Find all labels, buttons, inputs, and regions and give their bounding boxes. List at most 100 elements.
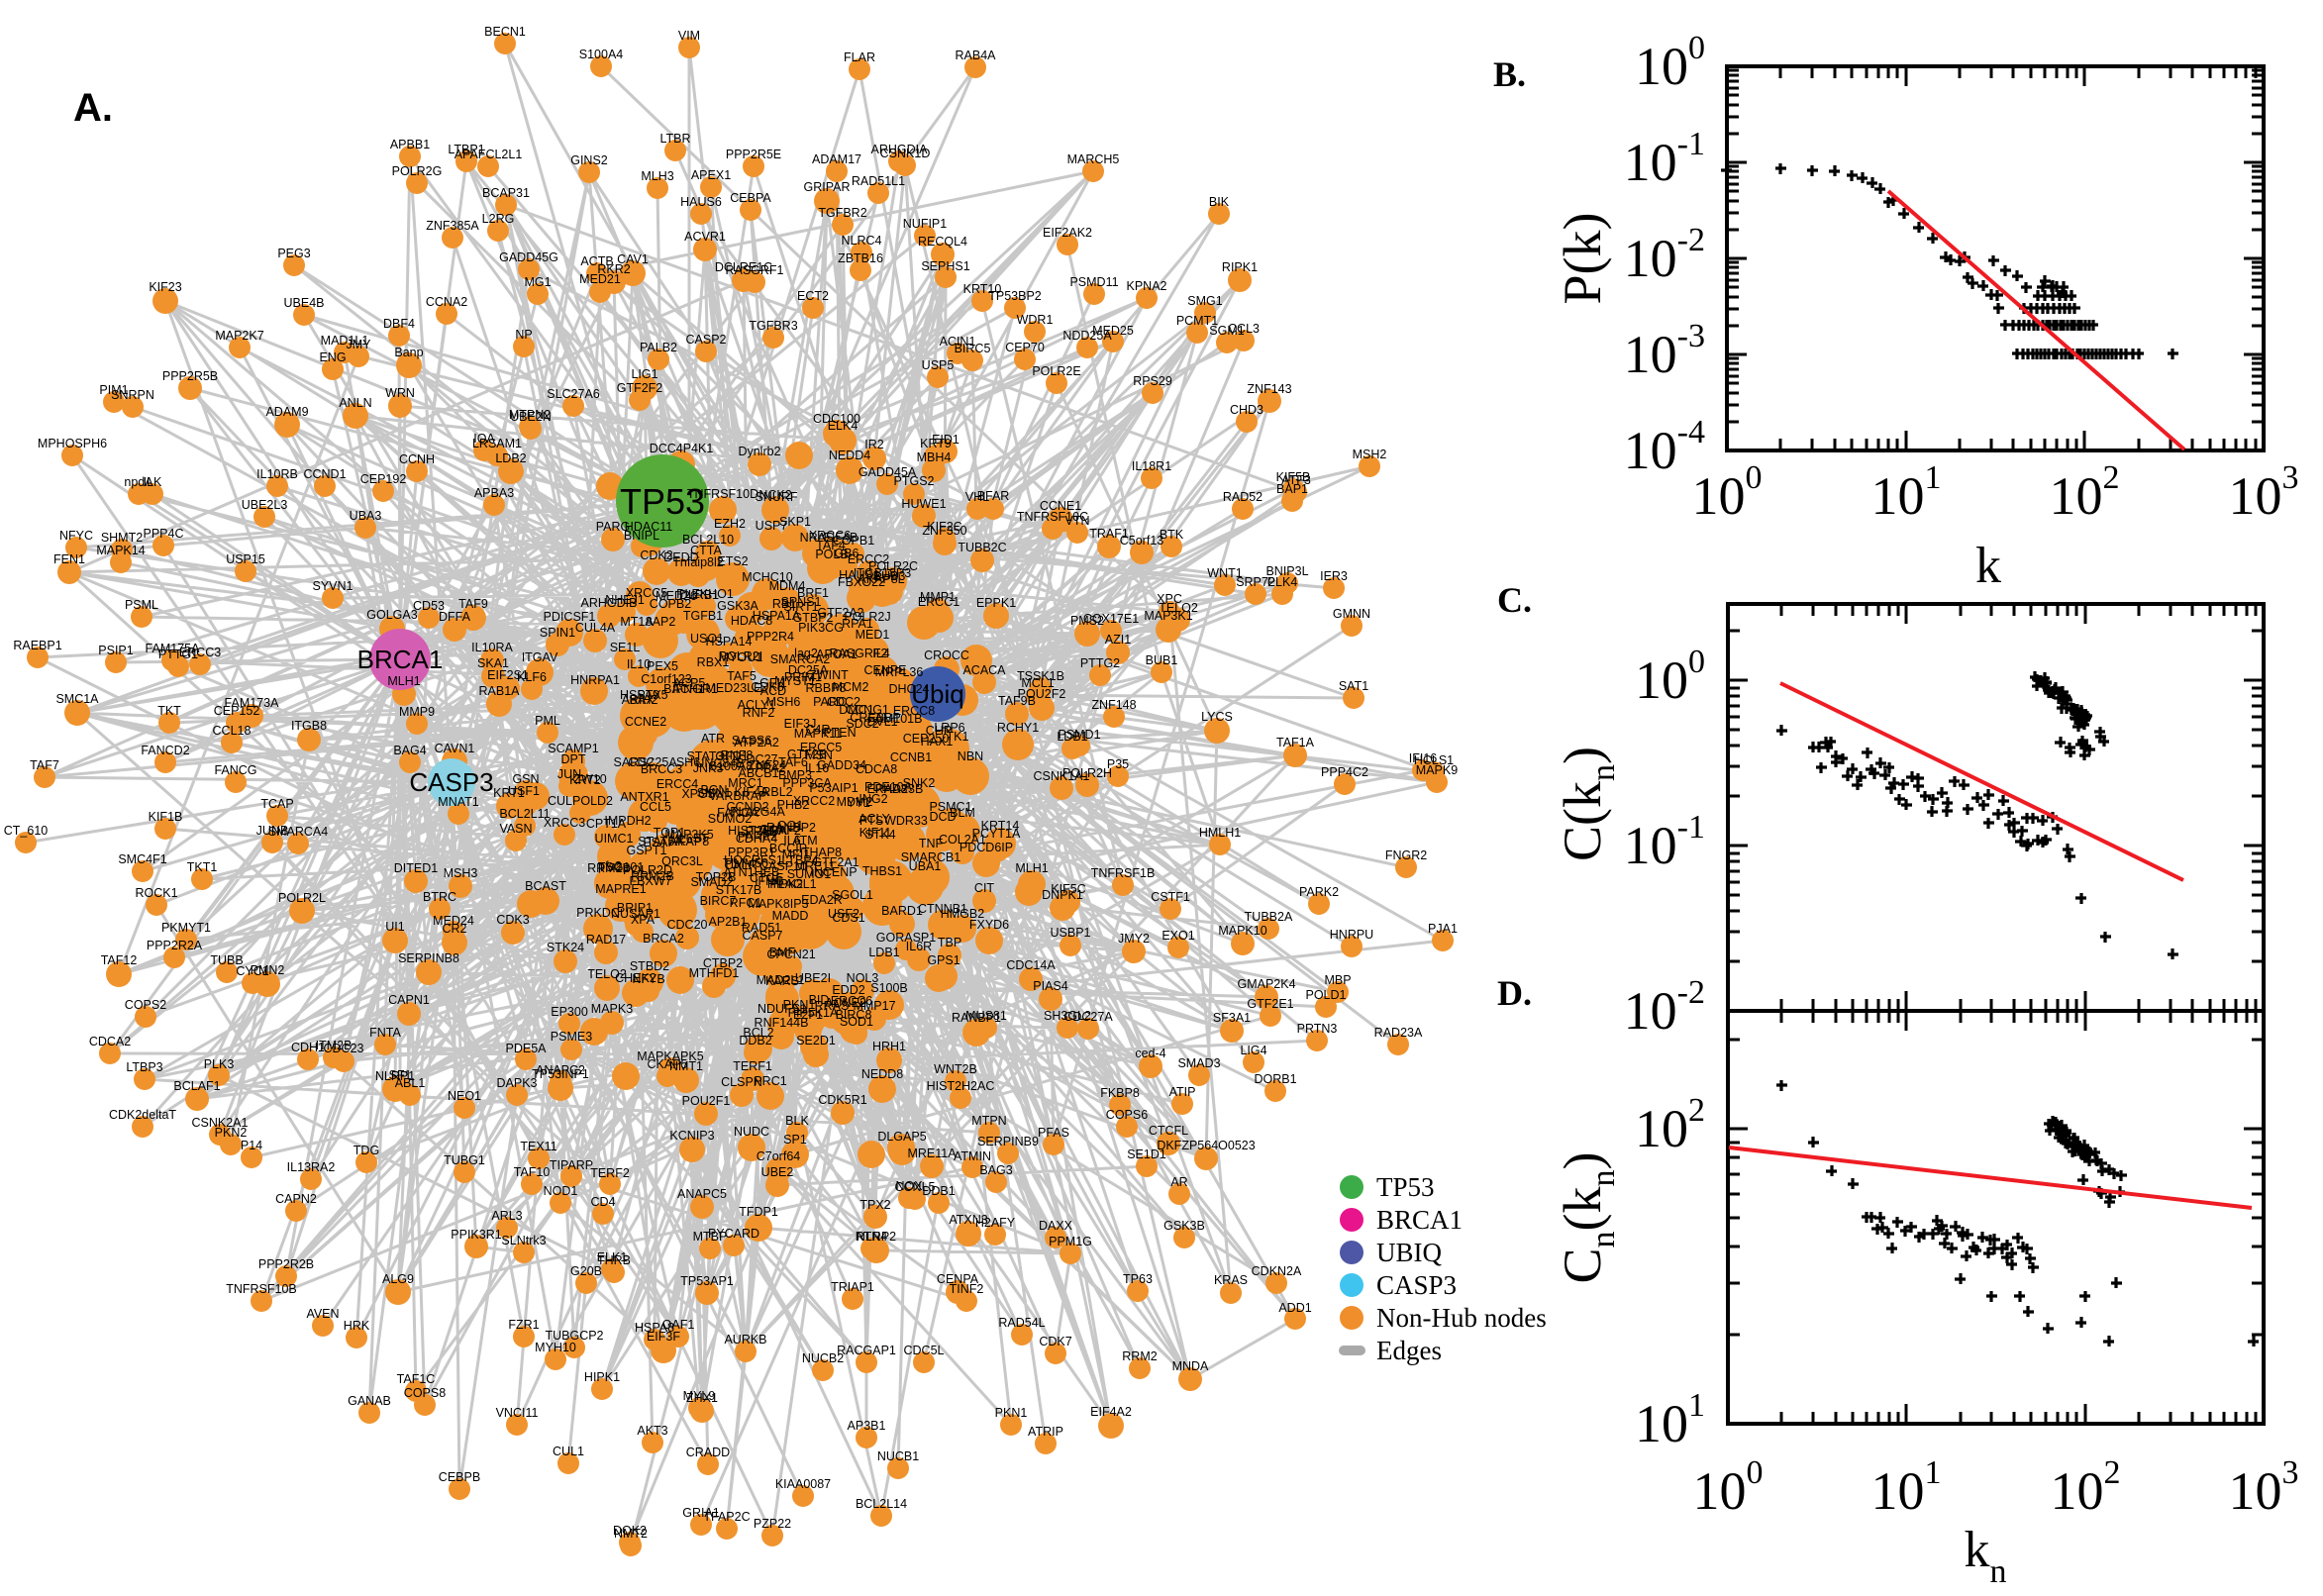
svg-text:RAD23B: RAD23B: [875, 782, 924, 796]
svg-text:UBE2I: UBE2I: [795, 971, 831, 985]
svg-text:SP1: SP1: [783, 1133, 807, 1147]
svg-text:UBE2N: UBE2N: [510, 410, 552, 424]
svg-text:EID1: EID1: [932, 433, 960, 447]
svg-text:RB1: RB1: [772, 597, 796, 611]
svg-text:NFYC: NFYC: [59, 529, 93, 543]
svg-text:HSPA14: HSPA14: [705, 635, 752, 648]
svg-text:CDC25A: CDC25A: [628, 755, 677, 769]
svg-text:NMT1: NMT1: [669, 1059, 703, 1073]
svg-text:KARS: KARS: [765, 974, 799, 988]
svg-text:EIF2AK2: EIF2AK2: [1043, 226, 1092, 240]
svg-text:GORASP1: GORASP1: [876, 931, 936, 945]
svg-text:NDD25A: NDD25A: [1062, 329, 1112, 343]
svg-text:THRB: THRB: [597, 1253, 631, 1267]
svg-text:POLR2G: POLR2G: [392, 164, 443, 178]
svg-text:CD4: CD4: [590, 1195, 615, 1209]
svg-text:UBE2: UBE2: [761, 1165, 794, 1179]
svg-text:STAT3: STAT3: [686, 749, 723, 763]
svg-text:ACD: ACD: [760, 684, 786, 698]
svg-text:IL6R: IL6R: [906, 940, 932, 953]
svg-text:ZBTB16: ZBTB16: [838, 251, 883, 265]
svg-text:CCNE2: CCNE2: [625, 715, 666, 729]
svg-text:FKBP8: FKBP8: [1100, 1086, 1140, 1100]
svg-text:GSN: GSN: [512, 772, 539, 786]
svg-text:BIK: BIK: [1209, 195, 1230, 209]
svg-text:S100A8: S100A8: [709, 759, 754, 773]
svg-text:NEDD4: NEDD4: [829, 449, 870, 462]
svg-text:CREBBP: CREBBP: [850, 711, 900, 725]
svg-text:ZNF148: ZNF148: [1091, 698, 1136, 712]
svg-text:POLR2D: POLR2D: [623, 863, 672, 877]
svg-text:IL6: IL6: [783, 834, 800, 848]
svg-text:DCC4P4K1: DCC4P4K1: [650, 442, 714, 455]
svg-text:ACIN1: ACIN1: [940, 335, 976, 349]
svg-text:KRT14: KRT14: [981, 819, 1020, 833]
svg-text:ACNE2: ACNE2: [825, 996, 866, 1010]
svg-text:SPNS1: SPNS1: [781, 595, 822, 609]
svg-text:PARC: PARC: [813, 695, 847, 709]
svg-text:DNPK1: DNPK1: [1042, 888, 1083, 902]
svg-text:SKP1: SKP1: [779, 515, 811, 529]
svg-text:ILK: ILK: [144, 475, 162, 489]
svg-text:GB6: GB6: [834, 547, 858, 560]
svg-text:ACVR1: ACVR1: [684, 230, 726, 244]
svg-text:ced-4: ced-4: [1135, 1047, 1165, 1060]
svg-text:CKAP5: CKAP5: [648, 1057, 688, 1071]
svg-text:CYC1: CYC1: [236, 964, 268, 978]
svg-text:ATIP: ATIP: [1169, 1085, 1196, 1099]
svg-text:BGN: BGN: [700, 783, 727, 797]
svg-text:MDM2: MDM2: [837, 795, 873, 809]
svg-text:CLSPN: CLSPN: [721, 1075, 762, 1089]
svg-text:TSSK1B: TSSK1B: [1017, 669, 1064, 683]
svg-text:BCCIP: BCCIP: [769, 842, 807, 855]
svg-text:SOD1: SOD1: [840, 1015, 873, 1029]
svg-text:MED1: MED1: [856, 628, 890, 642]
svg-text:HDAC8: HDAC8: [731, 614, 772, 628]
svg-text:DAPK3: DAPK3: [497, 1076, 538, 1090]
svg-text:BCL2L11: BCL2L11: [499, 807, 550, 821]
svg-text:ABL1: ABL1: [395, 1076, 426, 1090]
svg-text:PDCD6IP: PDCD6IP: [960, 841, 1013, 854]
svg-text:CPT1A: CPT1A: [586, 817, 627, 831]
svg-text:AKAP8L: AKAP8L: [858, 572, 904, 586]
svg-text:SF1: SF1: [389, 1068, 412, 1082]
svg-text:SE2D1: SE2D1: [796, 1034, 836, 1047]
svg-text:DCD: DCD: [929, 810, 956, 824]
svg-text:USF2: USF2: [828, 907, 859, 921]
svg-text:CASP7: CASP7: [743, 929, 783, 943]
svg-text:GTF2E1: GTF2E1: [1247, 997, 1293, 1011]
svg-text:CENPE: CENPE: [863, 663, 906, 677]
svg-text:HMLH1: HMLH1: [1199, 826, 1241, 840]
svg-text:SKA1: SKA1: [477, 656, 509, 670]
svg-text:RFC1: RFC1: [730, 896, 762, 910]
svg-text:MSH6: MSH6: [766, 695, 801, 709]
svg-text:HAX1: HAX1: [921, 735, 954, 748]
svg-text:BECN1: BECN1: [484, 25, 526, 39]
svg-text:SERPINB9: SERPINB9: [977, 1135, 1039, 1148]
svg-text:NUFIP1: NUFIP1: [903, 217, 948, 231]
svg-text:PEG3: PEG3: [277, 247, 310, 260]
svg-text:NP: NP: [515, 328, 532, 342]
svg-text:DBF4: DBF4: [383, 317, 415, 331]
svg-text:MADD: MADD: [772, 909, 809, 923]
svg-text:TAF9B: TAF9B: [998, 694, 1036, 708]
svg-text:CUL1: CUL1: [553, 1445, 584, 1458]
svg-text:MAPK11: MAPK11: [794, 727, 842, 741]
svg-text:IL13RA2: IL13RA2: [287, 1160, 336, 1174]
svg-text:RBL2: RBL2: [761, 785, 792, 799]
svg-text:CDK5R1: CDK5R1: [818, 1093, 866, 1107]
svg-text:BMP3: BMP3: [778, 768, 812, 782]
svg-text:BAP1: BAP1: [1276, 482, 1308, 496]
svg-text:MAPK10: MAPK10: [1218, 924, 1266, 938]
svg-text:C7orf64: C7orf64: [757, 1149, 801, 1163]
svg-text:CASP3: CASP3: [1376, 1270, 1457, 1300]
svg-text:TIPARP: TIPARP: [550, 1158, 593, 1172]
svg-text:MRE11A: MRE11A: [907, 1147, 957, 1160]
svg-text:ING2: ING2: [858, 792, 887, 806]
svg-text:CCNA2: CCNA2: [426, 295, 467, 309]
svg-text:TUBB2C: TUBB2C: [958, 541, 1006, 554]
svg-text:IL10RB: IL10RB: [256, 467, 298, 481]
svg-text:PARG: PARG: [596, 520, 631, 534]
svg-text:NHEJ1: NHEJ1: [605, 593, 645, 607]
svg-text:PARK2: PARK2: [1299, 885, 1339, 899]
